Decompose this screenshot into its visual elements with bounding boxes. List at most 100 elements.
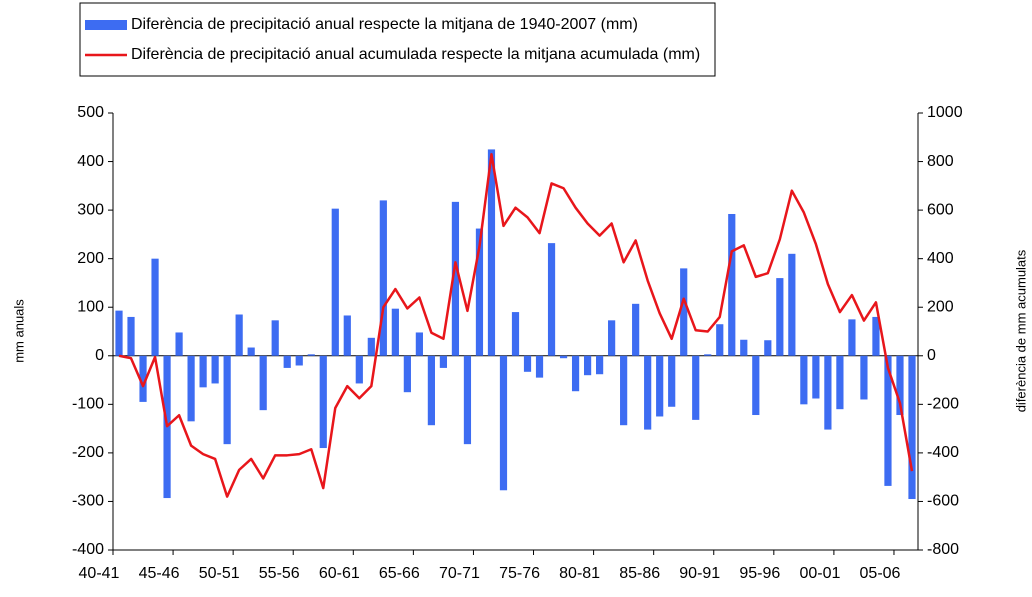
y2-tick-label: 400 [927, 250, 954, 267]
bar [271, 320, 279, 356]
bar [115, 310, 123, 356]
bar [559, 355, 568, 359]
y2-tick-label: 200 [927, 298, 954, 315]
bar [740, 339, 748, 356]
x-tick-label: 50-51 [199, 565, 240, 582]
bar [307, 354, 315, 356]
y-tick-label: 300 [77, 201, 104, 218]
x-tick-label: 40-41 [79, 565, 120, 582]
bar [692, 355, 700, 420]
bar [680, 268, 688, 356]
y-tick-label: 0 [95, 347, 104, 364]
bar [800, 355, 808, 405]
bar [343, 315, 351, 356]
y-tick-label: 200 [77, 250, 104, 267]
bar [848, 319, 856, 356]
bar [235, 314, 243, 356]
bar [511, 312, 520, 356]
x-tick-label: 90-91 [679, 565, 720, 582]
x-tick-label: 65-66 [379, 565, 420, 582]
bar [151, 258, 159, 356]
x-tick-label: 70-71 [439, 565, 480, 582]
x-tick-label: 95-96 [739, 565, 780, 582]
y2-tick-label: 800 [927, 153, 954, 170]
bar [223, 355, 231, 445]
bar [656, 355, 664, 417]
x-tick-label: 05-06 [860, 565, 901, 582]
bar [487, 149, 496, 356]
legend-label: Diferència de precipitació anual acumula… [131, 46, 700, 63]
bar [752, 355, 760, 416]
bar [427, 355, 435, 426]
legend-swatch [85, 20, 127, 30]
bar [379, 200, 387, 356]
bar [451, 201, 460, 356]
bar [812, 355, 820, 399]
bar [175, 332, 183, 356]
bar [836, 355, 844, 410]
bar [608, 320, 616, 356]
bar [632, 303, 640, 356]
bar [199, 355, 207, 388]
y-tick-label: 500 [77, 104, 104, 121]
y-axis-label: mm anuals [11, 299, 26, 363]
y2-tick-label: -400 [927, 444, 959, 461]
y2-tick-label: -200 [927, 396, 959, 413]
bar [367, 337, 375, 356]
bar [896, 355, 904, 416]
bar [776, 278, 784, 356]
bar [716, 324, 724, 356]
bar [704, 354, 712, 356]
y-tick-label: 100 [77, 298, 104, 315]
y-tick-label: -200 [72, 444, 104, 461]
y2-axis-label: diferència de mm acumulats [1013, 249, 1028, 412]
bar [668, 355, 676, 407]
bar [259, 355, 267, 411]
y2-tick-label: -800 [927, 541, 959, 558]
bar [475, 228, 484, 356]
bar [463, 355, 472, 445]
bar [571, 355, 580, 392]
legend-box [79, 2, 716, 77]
bar [824, 355, 832, 430]
y2-tick-label: 1000 [927, 104, 963, 121]
bar [355, 355, 363, 384]
bar [295, 355, 303, 366]
bar [860, 355, 868, 400]
bar [247, 347, 255, 356]
bar [439, 355, 448, 368]
y2-tick-label: 600 [927, 201, 954, 218]
bar [283, 355, 291, 368]
bar [391, 308, 399, 356]
legend-label: Diferència de precipitació anual respect… [131, 16, 638, 33]
bar [331, 208, 339, 356]
bar [872, 316, 880, 356]
bar [788, 253, 796, 356]
y-tick-label: 400 [77, 153, 104, 170]
x-tick-label: 45-46 [139, 565, 180, 582]
bar [908, 355, 916, 500]
bar [764, 340, 772, 356]
bar [499, 355, 508, 491]
x-tick-label: 60-61 [319, 565, 360, 582]
bar [127, 316, 135, 356]
bar [596, 355, 604, 375]
bar [523, 355, 532, 372]
bar [415, 332, 423, 356]
bar [644, 355, 652, 430]
y-tick-label: -300 [72, 493, 104, 510]
y2-tick-label: -600 [927, 493, 959, 510]
bar [547, 243, 556, 356]
y-tick-label: -400 [72, 541, 104, 558]
line [118, 153, 914, 498]
bar [728, 213, 736, 356]
x-tick-label: 55-56 [259, 565, 300, 582]
bar [139, 355, 147, 402]
bar [187, 355, 195, 422]
bar [884, 355, 892, 486]
x-tick-label: 75-76 [499, 565, 540, 582]
bar [620, 355, 628, 426]
bar [535, 355, 544, 378]
bar [583, 355, 592, 376]
